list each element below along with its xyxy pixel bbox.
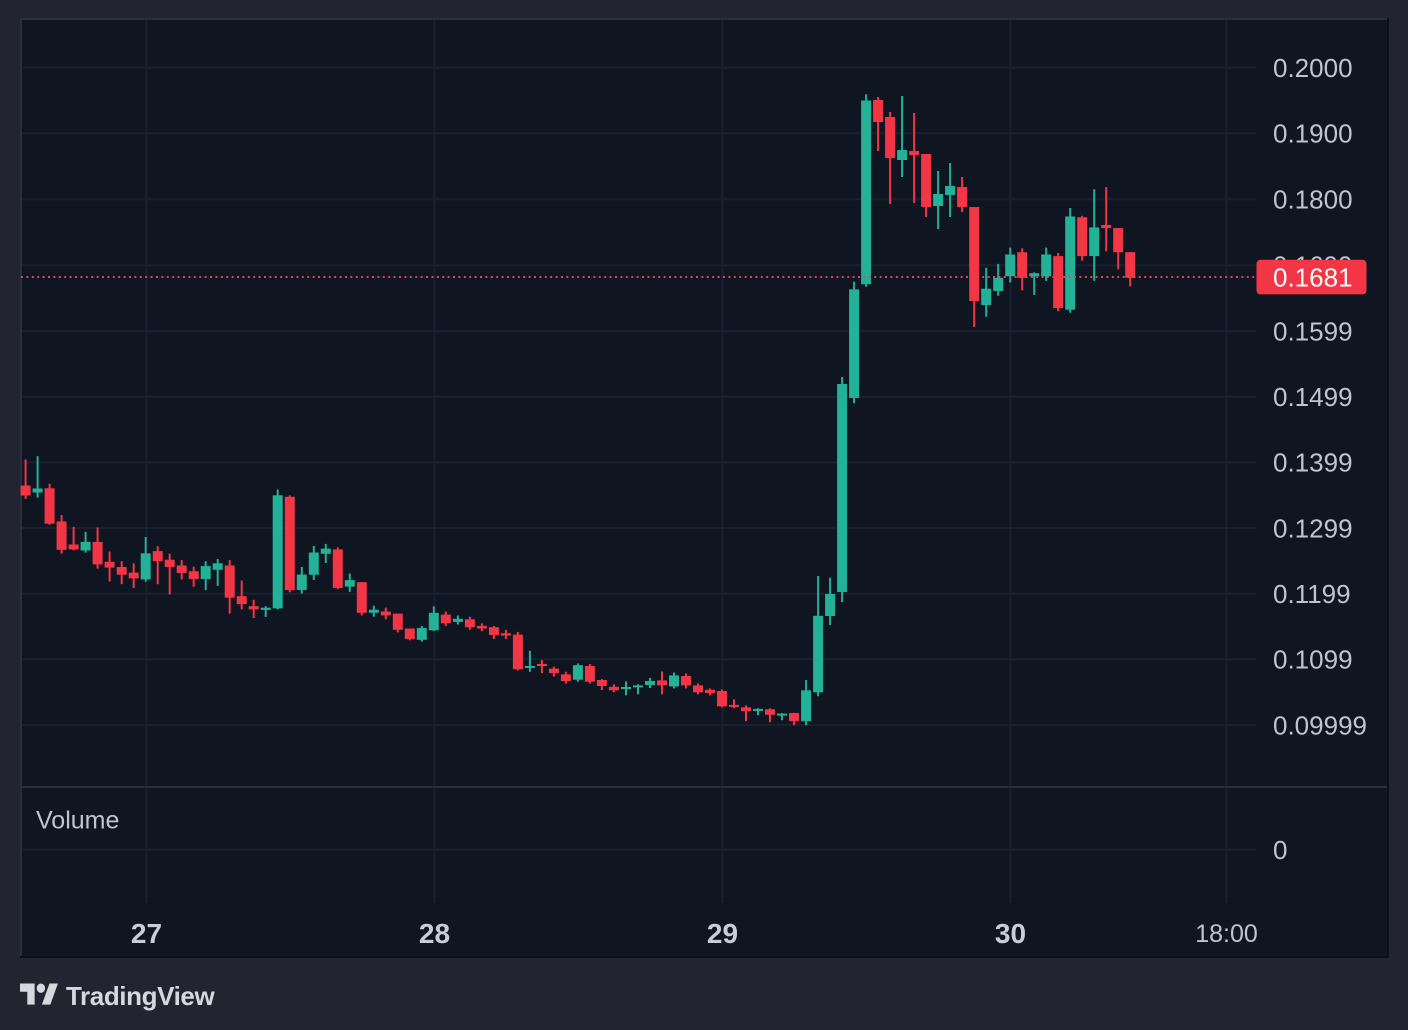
svg-text:0.1681: 0.1681 — [1273, 262, 1353, 292]
svg-text:0.1900: 0.1900 — [1273, 119, 1353, 149]
svg-text:0.09999: 0.09999 — [1273, 710, 1367, 740]
svg-text:30: 30 — [995, 918, 1026, 949]
svg-text:0.1099: 0.1099 — [1273, 645, 1353, 675]
svg-text:0.1499: 0.1499 — [1273, 382, 1353, 412]
svg-text:0.1199: 0.1199 — [1273, 579, 1351, 609]
svg-text:0.1599: 0.1599 — [1273, 316, 1353, 346]
svg-text:Volume: Volume — [36, 807, 119, 835]
svg-text:0: 0 — [1273, 835, 1287, 865]
svg-text:0.1299: 0.1299 — [1273, 513, 1353, 543]
svg-text:18:00: 18:00 — [1195, 920, 1258, 948]
svg-text:0.2000: 0.2000 — [1273, 53, 1353, 83]
svg-text:27: 27 — [131, 918, 162, 949]
svg-text:0.1399: 0.1399 — [1273, 448, 1353, 478]
svg-text:0.1800: 0.1800 — [1273, 185, 1353, 215]
svg-text:29: 29 — [707, 918, 738, 949]
svg-text:TradingView: TradingView — [66, 981, 215, 1011]
svg-text:28: 28 — [419, 918, 450, 949]
